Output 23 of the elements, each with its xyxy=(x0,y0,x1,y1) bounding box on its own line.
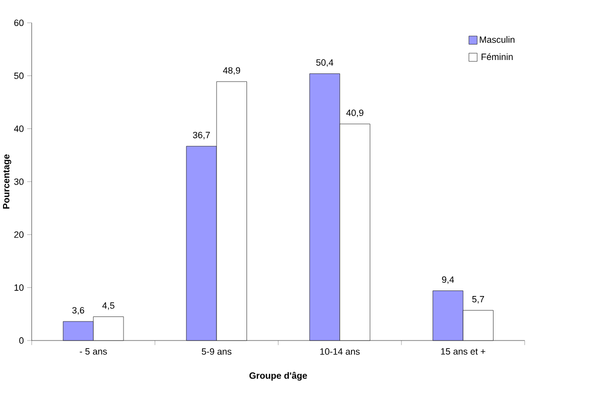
x-tick-label: - 5 ans xyxy=(80,348,107,355)
data-label: 40,9 xyxy=(346,110,364,118)
x-tick-label: 5-9 ans xyxy=(202,348,232,355)
y-tick-label: 0 xyxy=(19,337,24,344)
y-axis-title: Pourcentage xyxy=(3,154,12,209)
data-label: 50,4 xyxy=(316,59,334,67)
y-tick-label: 20 xyxy=(14,231,24,238)
x-axis-title: Groupe d'âge xyxy=(249,372,308,381)
data-label: 9,4 xyxy=(442,276,454,284)
y-tick-label: 60 xyxy=(14,20,24,26)
y-tick-label: 10 xyxy=(14,284,24,291)
data-label: 3,6 xyxy=(72,307,84,315)
data-label: 36,7 xyxy=(192,132,210,140)
y-tick-label: 50 xyxy=(14,72,24,79)
legend-label: Féminin xyxy=(482,53,513,60)
legend-label: Masculin xyxy=(480,36,514,43)
y-tick-label: 40 xyxy=(14,125,24,132)
data-label: 5,7 xyxy=(472,296,484,304)
x-tick-label: 10-14 ans xyxy=(320,348,360,355)
x-tick-label: 15 ans et + xyxy=(441,348,486,355)
data-label: 4,5 xyxy=(102,302,114,310)
data-label: 48,9 xyxy=(223,67,240,75)
y-tick-label: 30 xyxy=(14,178,24,185)
